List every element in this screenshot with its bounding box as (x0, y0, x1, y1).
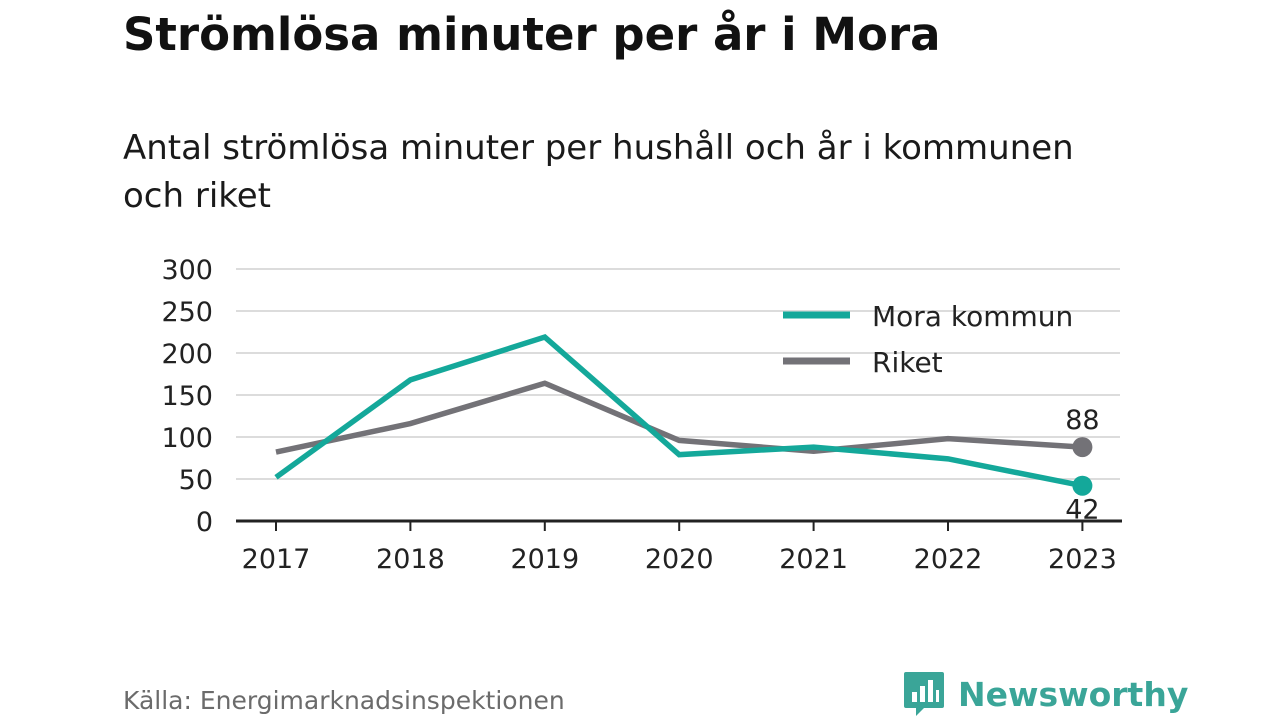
brand-logo: Newsworthy (902, 670, 1188, 718)
legend-label-mora: Mora kommun (872, 300, 1073, 333)
x-tick-label: 2022 (914, 544, 983, 575)
x-tick-label: 2020 (645, 544, 714, 575)
legend-label-riket: Riket (872, 346, 943, 379)
x-tick-label: 2017 (242, 544, 311, 575)
brand-name: Newsworthy (958, 674, 1189, 714)
y-tick-label: 50 (179, 465, 213, 496)
y-tick-label: 100 (161, 423, 213, 454)
series-lines: 42 88 (274, 333, 1100, 526)
y-tick-label: 0 (196, 507, 213, 538)
x-tick-label: 2023 (1048, 544, 1117, 575)
x-tick-label: 2019 (510, 544, 579, 575)
newsworthy-logo-icon (904, 672, 944, 716)
y-tick-label: 200 (161, 339, 213, 370)
end-point-riket (1072, 437, 1093, 458)
chart-title: Strömlösa minuter per år i Mora (123, 8, 941, 61)
x-axis: 2017 2018 2019 2020 2021 2022 2023 (236, 519, 1122, 575)
gridlines (236, 268, 1120, 480)
y-tick-label: 150 (161, 381, 213, 412)
legend: Mora kommun Riket (783, 300, 1073, 379)
end-point-mora (1072, 475, 1093, 496)
x-tick-label: 2018 (376, 544, 445, 575)
y-axis-ticks: 0 50 100 150 200 250 300 (161, 255, 213, 538)
x-tick-label: 2021 (779, 544, 848, 575)
y-tick-label: 250 (161, 297, 213, 328)
chart-subtitle: Antal strömlösa minuter per hushåll och … (123, 128, 1074, 216)
end-label-mora: 42 (1065, 495, 1099, 526)
series-line-riket (275, 380, 1083, 455)
source-note: Källa: Energimarknadsinspektionen (123, 686, 565, 715)
series-line-mora (274, 333, 1083, 489)
y-tick-label: 300 (161, 255, 213, 286)
end-label-riket: 88 (1065, 405, 1099, 436)
